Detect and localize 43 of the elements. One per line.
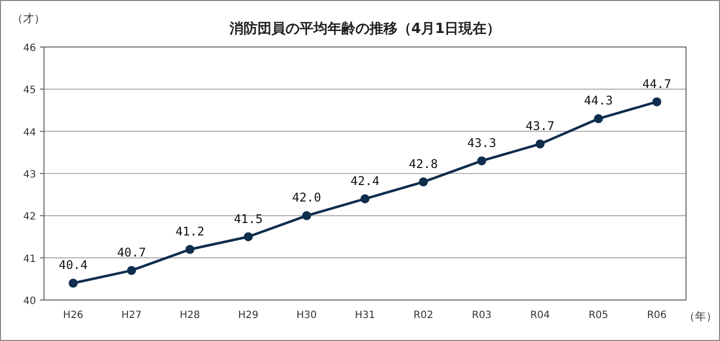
x-tick-label: H31 — [354, 310, 376, 321]
x-axis-title: （年） — [684, 310, 717, 323]
text: 41.2 — [175, 224, 204, 238]
point — [594, 114, 603, 124]
x-tick-label: H28 — [180, 310, 200, 321]
x-tick-label: H27 — [121, 310, 142, 321]
text: 40.7 — [117, 245, 146, 260]
y-axis-title: （才） — [12, 12, 45, 25]
text: 42.4 — [350, 174, 380, 188]
point — [185, 244, 194, 254]
y-tick-label: 42 — [23, 212, 36, 223]
chart-title: 消防団員の平均年齢の推移（4月1日現在） — [228, 20, 501, 37]
x-tick-label: H29 — [238, 310, 258, 321]
point — [244, 232, 253, 242]
point — [418, 177, 428, 186]
y-tick-label: 45 — [23, 85, 36, 96]
x-tick-label: R04 — [530, 310, 550, 321]
point — [652, 97, 662, 106]
text: 42.0 — [292, 190, 322, 205]
text: 44.3 — [584, 94, 613, 108]
text: 42.8 — [408, 156, 438, 171]
x-tick-label: H30 — [296, 310, 317, 321]
point — [477, 156, 486, 166]
text: 43.7 — [526, 118, 555, 133]
x-tick-label: R06 — [646, 310, 667, 321]
y-tick-label: 43 — [23, 170, 36, 180]
point — [127, 266, 136, 275]
y-tick-label: 44 — [23, 127, 36, 138]
text: 41.5 — [234, 212, 263, 226]
point — [68, 278, 78, 288]
text: 44.7 — [642, 76, 672, 91]
x-tick-label: R05 — [588, 310, 608, 321]
y-tick-label: 41 — [23, 254, 36, 265]
point — [360, 194, 370, 204]
y-tick-label: 46 — [23, 43, 36, 54]
x-tick-label: R02 — [414, 310, 434, 321]
text: 43.3 — [467, 136, 496, 150]
text: 40.4 — [58, 258, 88, 272]
x-tick-label: H26 — [63, 310, 84, 321]
y-tick-label: 40 — [23, 296, 36, 307]
point — [302, 211, 312, 220]
point — [536, 139, 545, 148]
x-tick-label: R03 — [472, 310, 492, 321]
